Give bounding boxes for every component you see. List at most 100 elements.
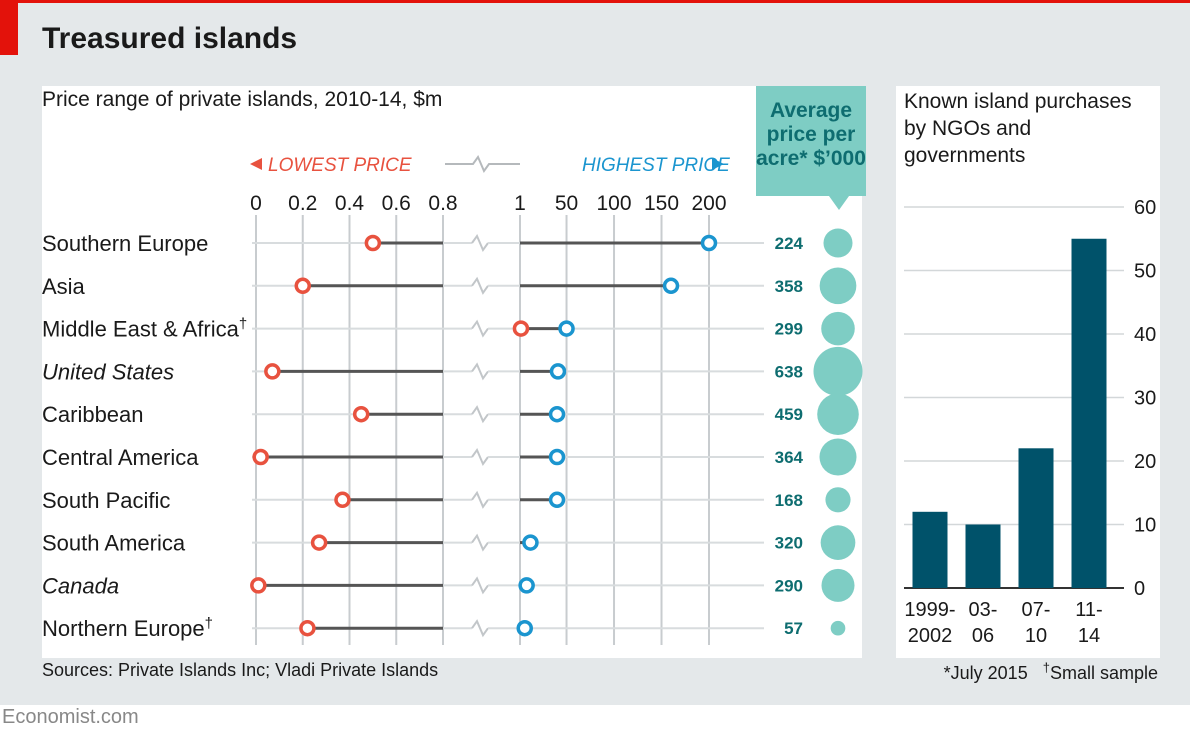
bar-category-label: 11-: [1075, 599, 1102, 621]
average-price-bubble: [830, 620, 846, 636]
lowest-price-point: [334, 491, 351, 509]
bar-category-label: 06: [972, 625, 994, 647]
lowest-price-point: [352, 405, 370, 423]
row-break-icon: [471, 319, 489, 338]
bar-category-label: 07-: [1022, 599, 1051, 621]
price-range-subtitle: Price range of private islands, 2010-14,…: [42, 88, 443, 111]
lowest-price-point: [364, 234, 382, 252]
lowest-price-point: [299, 619, 316, 637]
chart-title: Treasured islands: [42, 22, 298, 55]
bar-category-label: 2002: [908, 625, 953, 647]
bar-ytick-label-3: 30: [1134, 388, 1156, 410]
bar-ytick-label-6: 60: [1134, 197, 1156, 219]
average-price-label: 224: [775, 234, 804, 253]
row-break-icon: [471, 533, 489, 552]
bar-category-label: 03-: [969, 599, 998, 621]
bar-ytick-label-5: 50: [1134, 261, 1156, 283]
category-label: Southern Europe: [42, 231, 208, 256]
category-label: Asia: [42, 274, 86, 299]
row-break-icon: [471, 447, 489, 467]
average-price-label: 168: [775, 491, 803, 510]
bar-ytick-label-4: 40: [1134, 324, 1156, 346]
average-price-label: 57: [784, 619, 803, 638]
purchase-bar: [1071, 238, 1107, 588]
category-label: United States: [42, 359, 174, 384]
average-price-label: 638: [775, 362, 803, 381]
highest-price-point: [558, 320, 575, 337]
bar-ytick-label-2: 20: [1134, 451, 1156, 473]
tick-label-low-1: 0.2: [288, 192, 317, 215]
average-price-label: 320: [775, 534, 803, 553]
footnote-date: *July 2015: [943, 663, 1028, 683]
legend-highest: HIGHEST PRICE: [582, 155, 730, 176]
tick-label-high-2: 100: [597, 192, 632, 215]
category-dagger: †: [205, 615, 213, 632]
lowest-price-point: [250, 577, 267, 594]
average-price-label: 290: [775, 576, 803, 595]
average-price-label: 459: [775, 405, 803, 424]
category-label: Northern Europe†: [42, 615, 213, 641]
average-price-label: 299: [775, 320, 803, 339]
bar-ytick-label-1: 10: [1134, 515, 1156, 537]
tick-label-low-2: 0.4: [335, 192, 365, 215]
average-price-bubble: [817, 393, 859, 435]
average-price-header: Average price per acre* $’000: [756, 86, 866, 196]
average-price-bubble: [819, 267, 857, 305]
average-price-bubble: [821, 568, 855, 602]
lowest-price-point: [512, 320, 530, 337]
footnotes: *July 2015 †Small sample: [944, 660, 1158, 684]
brand-tag: [0, 3, 18, 55]
row-break-icon: [471, 362, 489, 381]
bar-category-label: 14: [1078, 625, 1100, 647]
average-price-bubble: [825, 487, 851, 513]
lowest-price-point: [294, 277, 311, 295]
category-label: Caribbean: [42, 402, 144, 427]
legend-lowest: LOWEST PRICE: [268, 155, 412, 176]
highest-price-point: [549, 363, 567, 380]
highest-arrow-icon: [712, 158, 724, 170]
average-price-bubble: [821, 311, 855, 346]
highest-price-point: [700, 234, 718, 252]
tick-label-high-0: 1: [514, 192, 526, 215]
category-label: South Pacific: [42, 488, 170, 513]
top-rule: [0, 0, 1190, 3]
tick-label-high-3: 150: [644, 192, 679, 215]
row-break-icon: [471, 619, 489, 638]
category-label: Central America: [42, 445, 199, 470]
average-price-bubble: [819, 438, 857, 476]
brand-watermark: Economist.com: [2, 706, 139, 728]
lowest-price-point: [252, 448, 269, 466]
average-price-pointer: [829, 196, 849, 210]
highest-price-point: [662, 277, 680, 295]
highest-price-point: [548, 491, 566, 509]
tick-label-low-3: 0.6: [382, 192, 411, 215]
purchases-subtitle: Known island purchases by NGOs and gover…: [904, 90, 1132, 167]
highest-price-point: [548, 448, 566, 466]
purchase-bar: [965, 524, 1001, 588]
bar-ytick-label-0: 0: [1134, 578, 1145, 600]
highest-price-point: [516, 619, 533, 637]
bar-category-label: 1999-: [904, 599, 955, 621]
row-break-icon: [471, 233, 489, 253]
category-label: South America: [42, 531, 186, 556]
tick-label-low-4: 0.8: [428, 192, 457, 215]
average-price-bubble: [823, 228, 853, 258]
row-break-icon: [471, 405, 489, 424]
tick-label-high-4: 200: [691, 192, 726, 215]
purchase-bar: [912, 511, 948, 588]
highest-price-point: [518, 577, 535, 594]
average-price-bubble: [813, 346, 863, 396]
footnote-dagger: †: [1042, 660, 1050, 675]
source-note: Sources: Private Islands Inc; Vladi Priv…: [42, 660, 439, 680]
lowest-price-point: [310, 534, 328, 551]
category-dagger: †: [239, 316, 247, 333]
average-price-label: 358: [775, 277, 803, 296]
bar-category-label: 10: [1025, 625, 1047, 647]
average-price-label: 364: [775, 448, 804, 467]
purchase-bar: [1018, 448, 1054, 588]
category-label: Middle East & Africa†: [42, 316, 247, 342]
tick-label-high-1: 50: [555, 192, 578, 215]
row-break-icon: [471, 490, 489, 509]
row-break-icon: [471, 576, 489, 595]
